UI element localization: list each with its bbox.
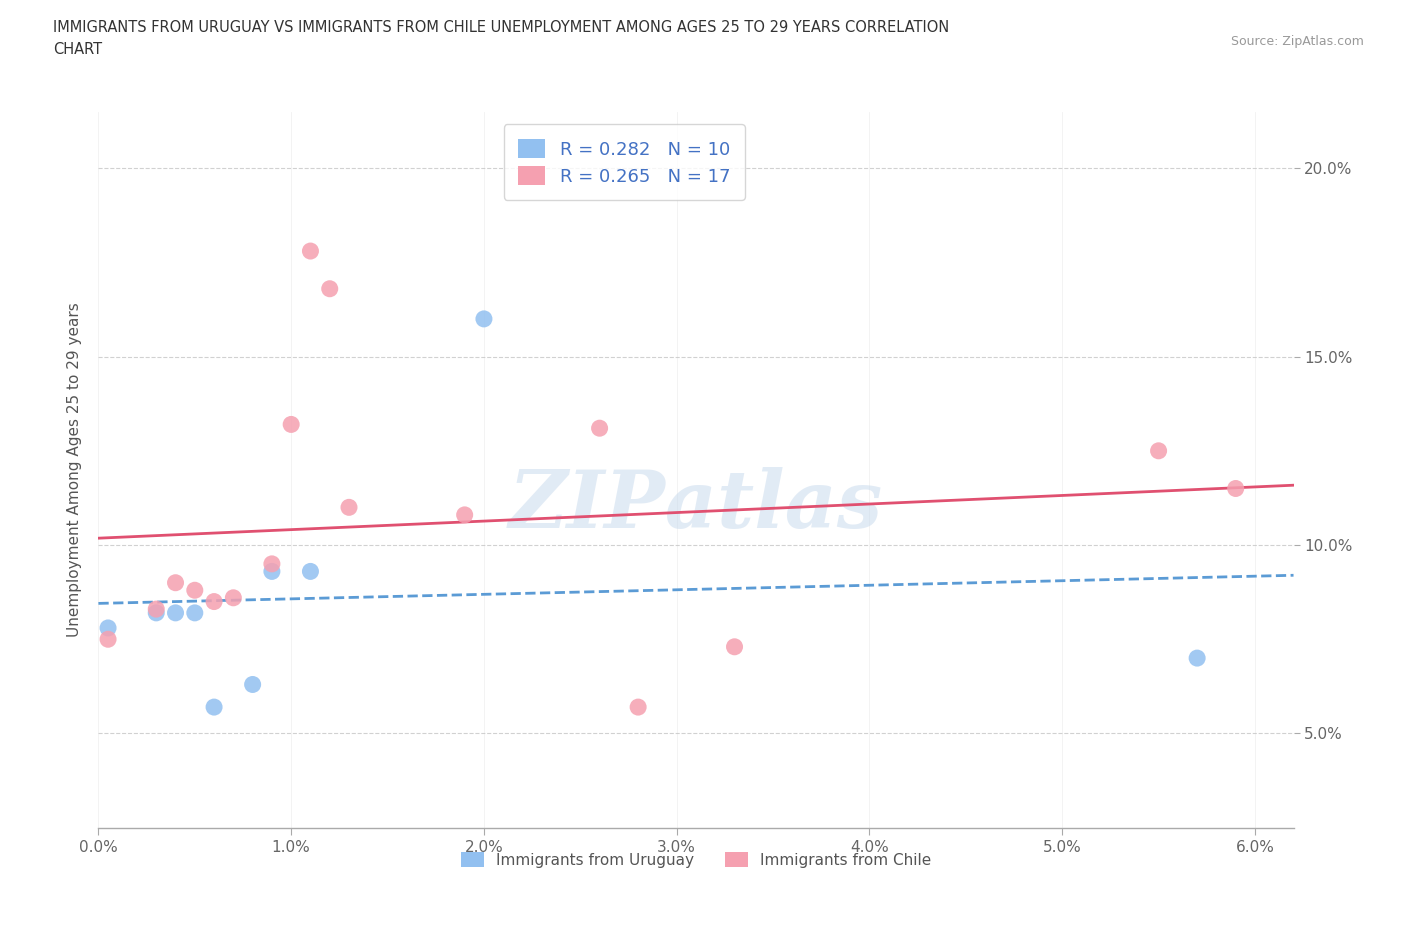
Point — [202, 594, 225, 609]
Point — [184, 605, 207, 620]
Text: ZIP​atlas: ZIP​atlas — [509, 467, 883, 544]
Point — [145, 605, 167, 620]
Point — [1185, 651, 1208, 666]
Point — [588, 420, 610, 435]
Point — [453, 508, 475, 523]
Point — [260, 556, 283, 571]
Point — [337, 500, 360, 515]
Y-axis label: Unemployment Among Ages 25 to 29 years: Unemployment Among Ages 25 to 29 years — [66, 302, 82, 637]
Text: CHART: CHART — [53, 42, 103, 57]
Point — [97, 631, 120, 646]
Point — [723, 639, 745, 654]
Point — [222, 591, 245, 605]
Legend: Immigrants from Uruguay, Immigrants from Chile: Immigrants from Uruguay, Immigrants from… — [454, 845, 938, 874]
Point — [184, 583, 207, 598]
Point — [97, 620, 120, 635]
Point — [165, 605, 187, 620]
Point — [472, 312, 495, 326]
Point — [165, 576, 187, 591]
Point — [299, 564, 322, 578]
Point — [1147, 444, 1170, 458]
Point — [299, 244, 322, 259]
Point — [627, 699, 650, 714]
Point — [260, 564, 283, 578]
Point — [242, 677, 264, 692]
Text: Source: ZipAtlas.com: Source: ZipAtlas.com — [1230, 35, 1364, 48]
Text: IMMIGRANTS FROM URUGUAY VS IMMIGRANTS FROM CHILE UNEMPLOYMENT AMONG AGES 25 TO 2: IMMIGRANTS FROM URUGUAY VS IMMIGRANTS FR… — [53, 20, 949, 35]
Point — [1225, 481, 1247, 496]
Point — [145, 602, 167, 617]
Point — [280, 417, 302, 432]
Point — [319, 281, 342, 296]
Point — [202, 699, 225, 714]
